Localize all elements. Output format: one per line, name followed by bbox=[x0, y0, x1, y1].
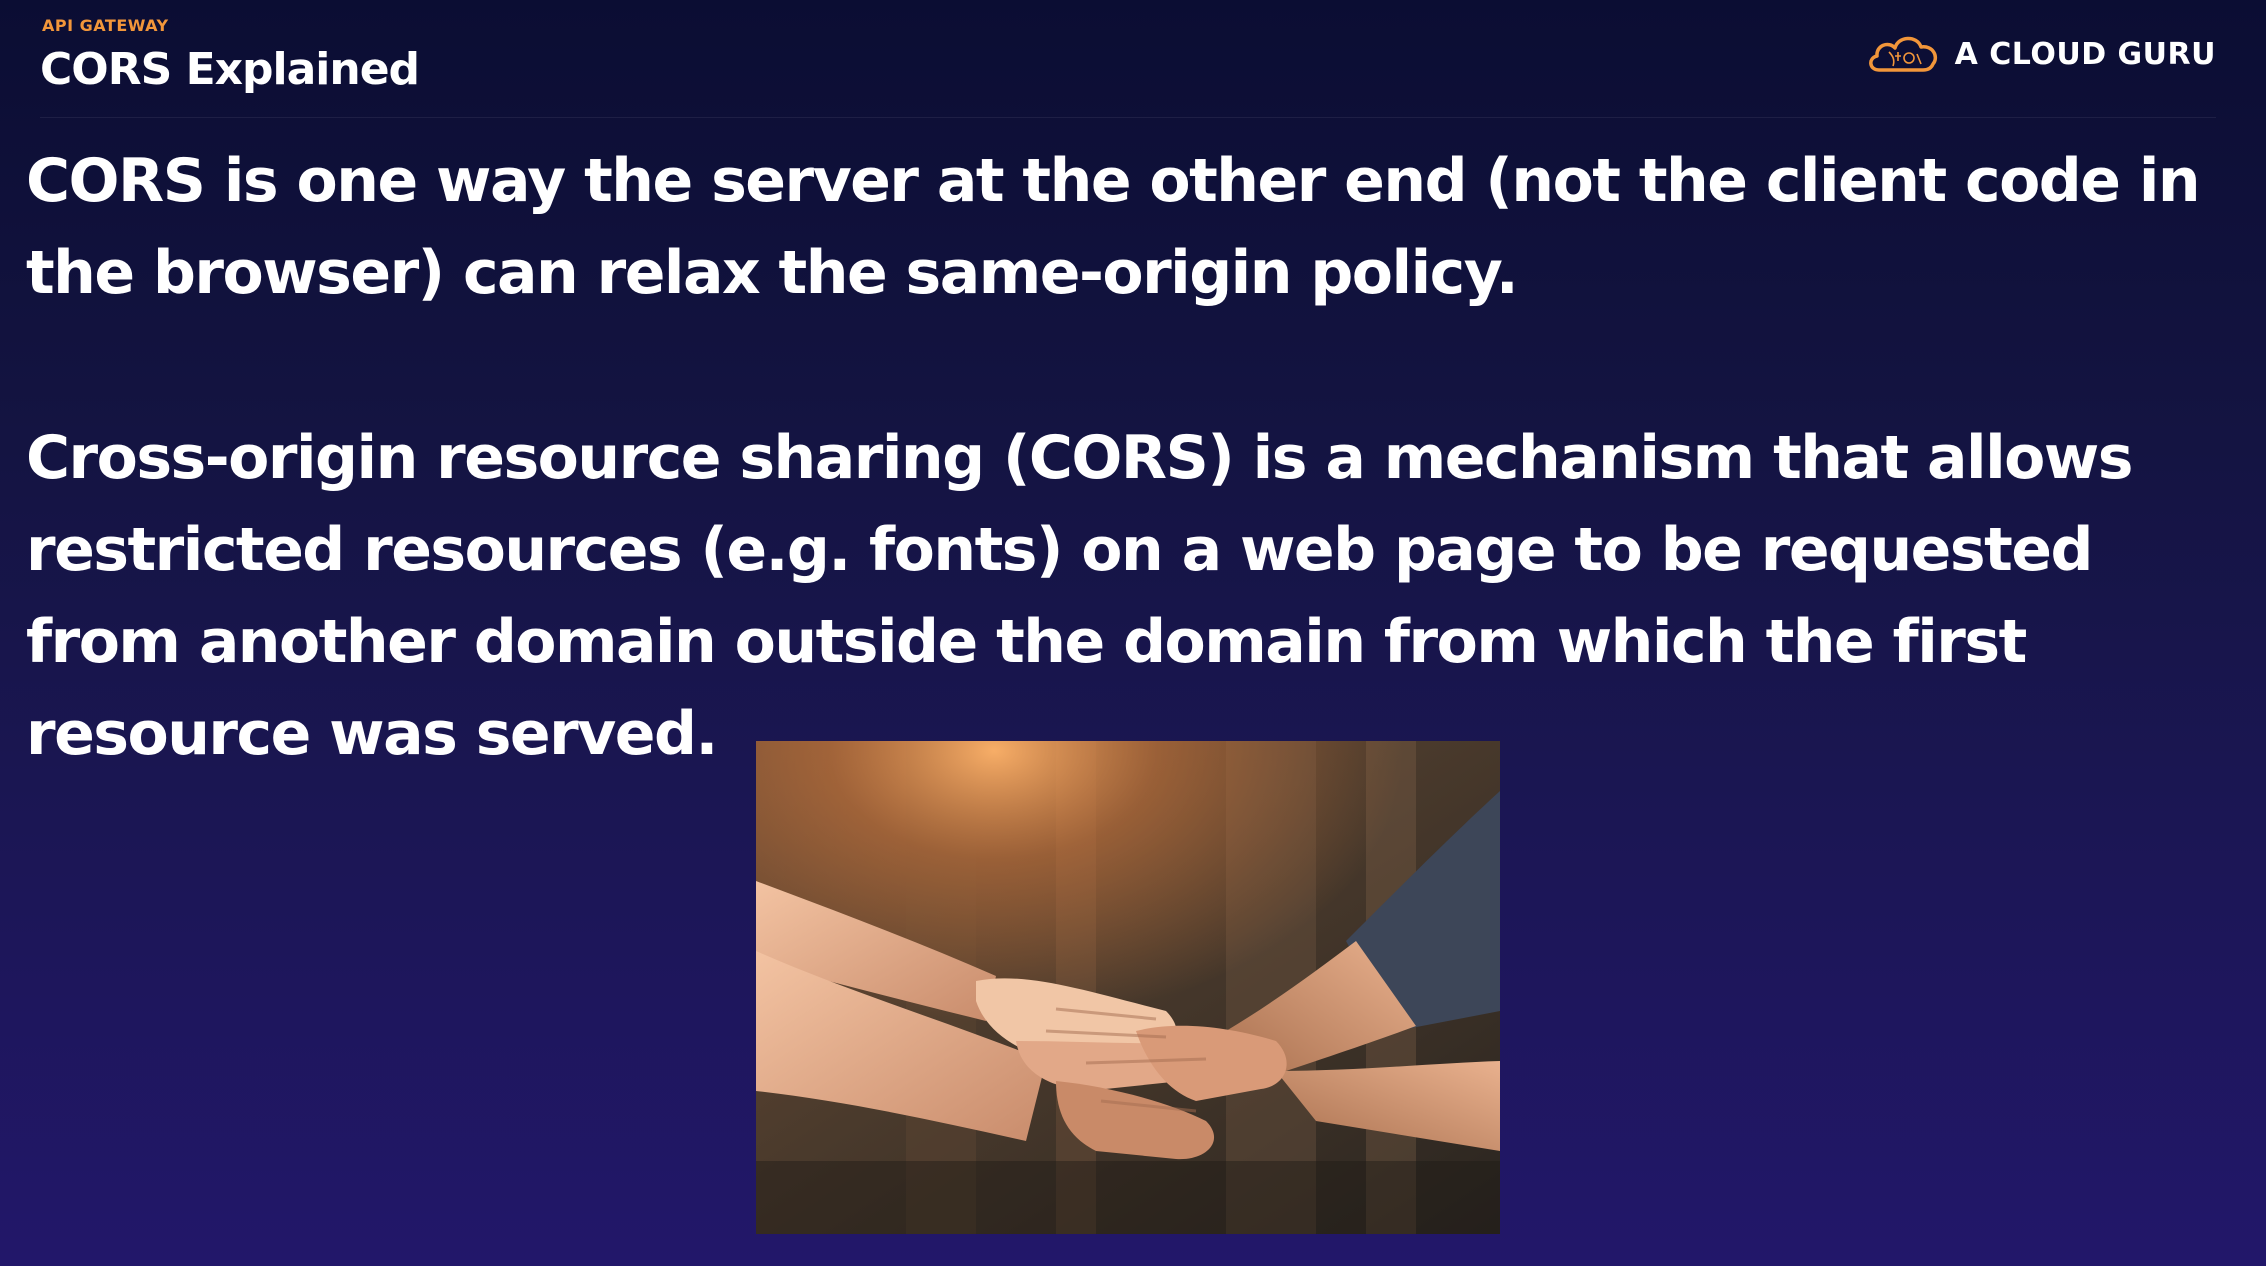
stacked-hands-photo bbox=[756, 741, 1500, 1234]
header-divider bbox=[40, 117, 2216, 118]
section-eyebrow: API GATEWAY bbox=[42, 16, 169, 35]
brand-logo: A CLOUD GURU bbox=[1865, 28, 2216, 80]
paragraph-cors-definition: Cross-origin resource sharing (CORS) is … bbox=[26, 423, 2134, 769]
slide-title: CORS Explained bbox=[40, 44, 420, 95]
cloud-logo-icon bbox=[1868, 36, 1937, 72]
paragraph-cors-summary: CORS is one way the server at the other … bbox=[26, 146, 2201, 308]
brand-name: A CLOUD GURU bbox=[1954, 36, 2216, 72]
